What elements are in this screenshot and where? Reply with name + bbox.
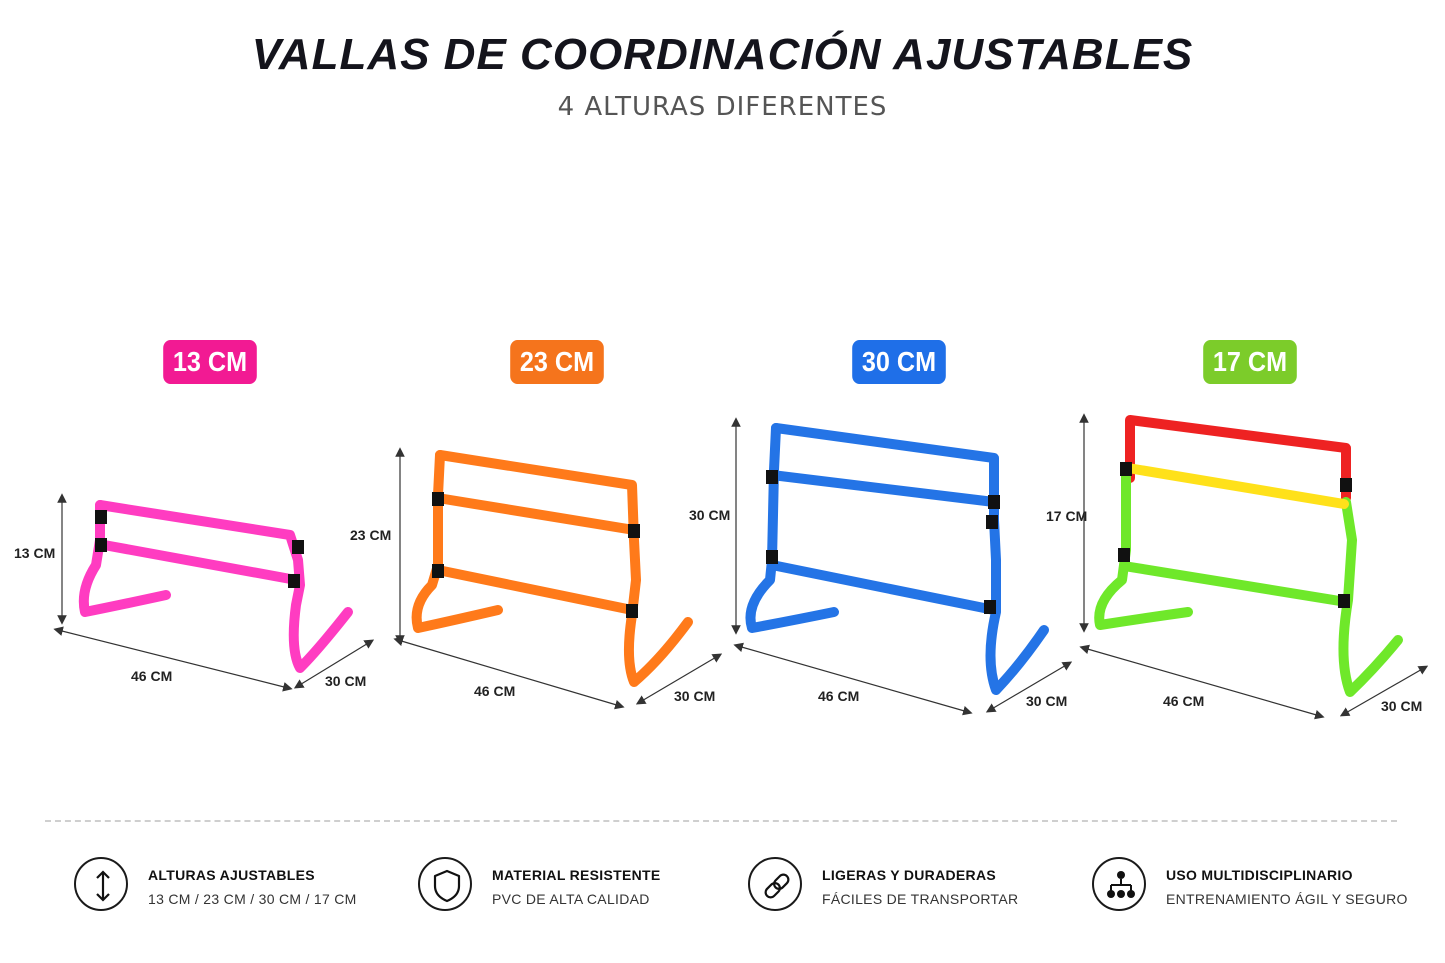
feature-resistant-material: MATERIAL RESISTENTE PVC DE ALTA CALIDAD [418,857,718,921]
badge-17cm: 17 CM [1203,340,1297,384]
page-title: VALLAS DE COORDINACIÓN AJUSTABLES [251,30,1194,79]
hurdle-23cm [411,450,693,687]
height-label-17cm: 17 CM [1046,508,1088,524]
page-subtitle: 4 ALTURAS DIFERENTES [557,92,888,122]
feature-subtitle: 13 CM / 23 CM / 30 CM / 17 CM [148,891,357,907]
hurdle-30cm-dims [731,417,1073,716]
hurdle-23cm-dims [393,447,723,710]
width-label-30cm: 46 CM [818,688,860,704]
hurdle-30cm [745,423,1049,695]
badge-13cm: 13 CM [163,340,257,384]
depth-label-17cm: 30 CM [1381,698,1423,714]
feature-multidisciplinary: USO MULTIDISCIPLINARIO ENTRENAMIENTO ÁGI… [1092,857,1422,921]
depth-label-30cm: 30 CM [1026,693,1068,709]
width-label-13cm: 46 CM [131,668,173,684]
link-icon [748,857,802,911]
feature-title: LIGERAS Y DURADERAS [822,867,996,883]
hurdle-17cm [1094,415,1403,697]
feature-subtitle: ENTRENAMIENTO ÁGIL Y SEGURO [1166,891,1408,907]
feature-subtitle: FÁCILES DE TRANSPORTAR [822,891,1019,907]
feature-title: MATERIAL RESISTENTE [492,867,661,883]
badge-23cm: 23 CM [510,340,604,384]
hurdle-17cm-dims [1079,413,1429,720]
section-divider [45,820,1397,822]
feature-subtitle: PVC DE ALTA CALIDAD [492,891,650,907]
network-icon [1092,857,1146,911]
height-label-23cm: 23 CM [350,527,392,543]
depth-label-13cm: 30 CM [325,673,367,689]
feature-title: USO MULTIDISCIPLINARIO [1166,867,1353,883]
shield-icon [418,857,472,911]
height-label-13cm: 13 CM [14,545,56,561]
badge-30cm: 30 CM [852,340,946,384]
feature-adjustable-heights: ALTURAS AJUSTABLES 13 CM / 23 CM / 30 CM… [74,857,394,921]
feature-title: ALTURAS AJUSTABLES [148,867,315,883]
height-label-30cm: 30 CM [689,507,731,523]
width-label-23cm: 46 CM [474,683,516,699]
feature-light-durable: LIGERAS Y DURADERAS FÁCILES DE TRANSPORT… [748,857,1048,921]
up-down-arrow-icon [74,857,128,911]
hurdle-13cm-dims [53,493,375,692]
hurdle-13cm [78,500,353,673]
width-label-17cm: 46 CM [1163,693,1205,709]
depth-label-23cm: 30 CM [674,688,716,704]
